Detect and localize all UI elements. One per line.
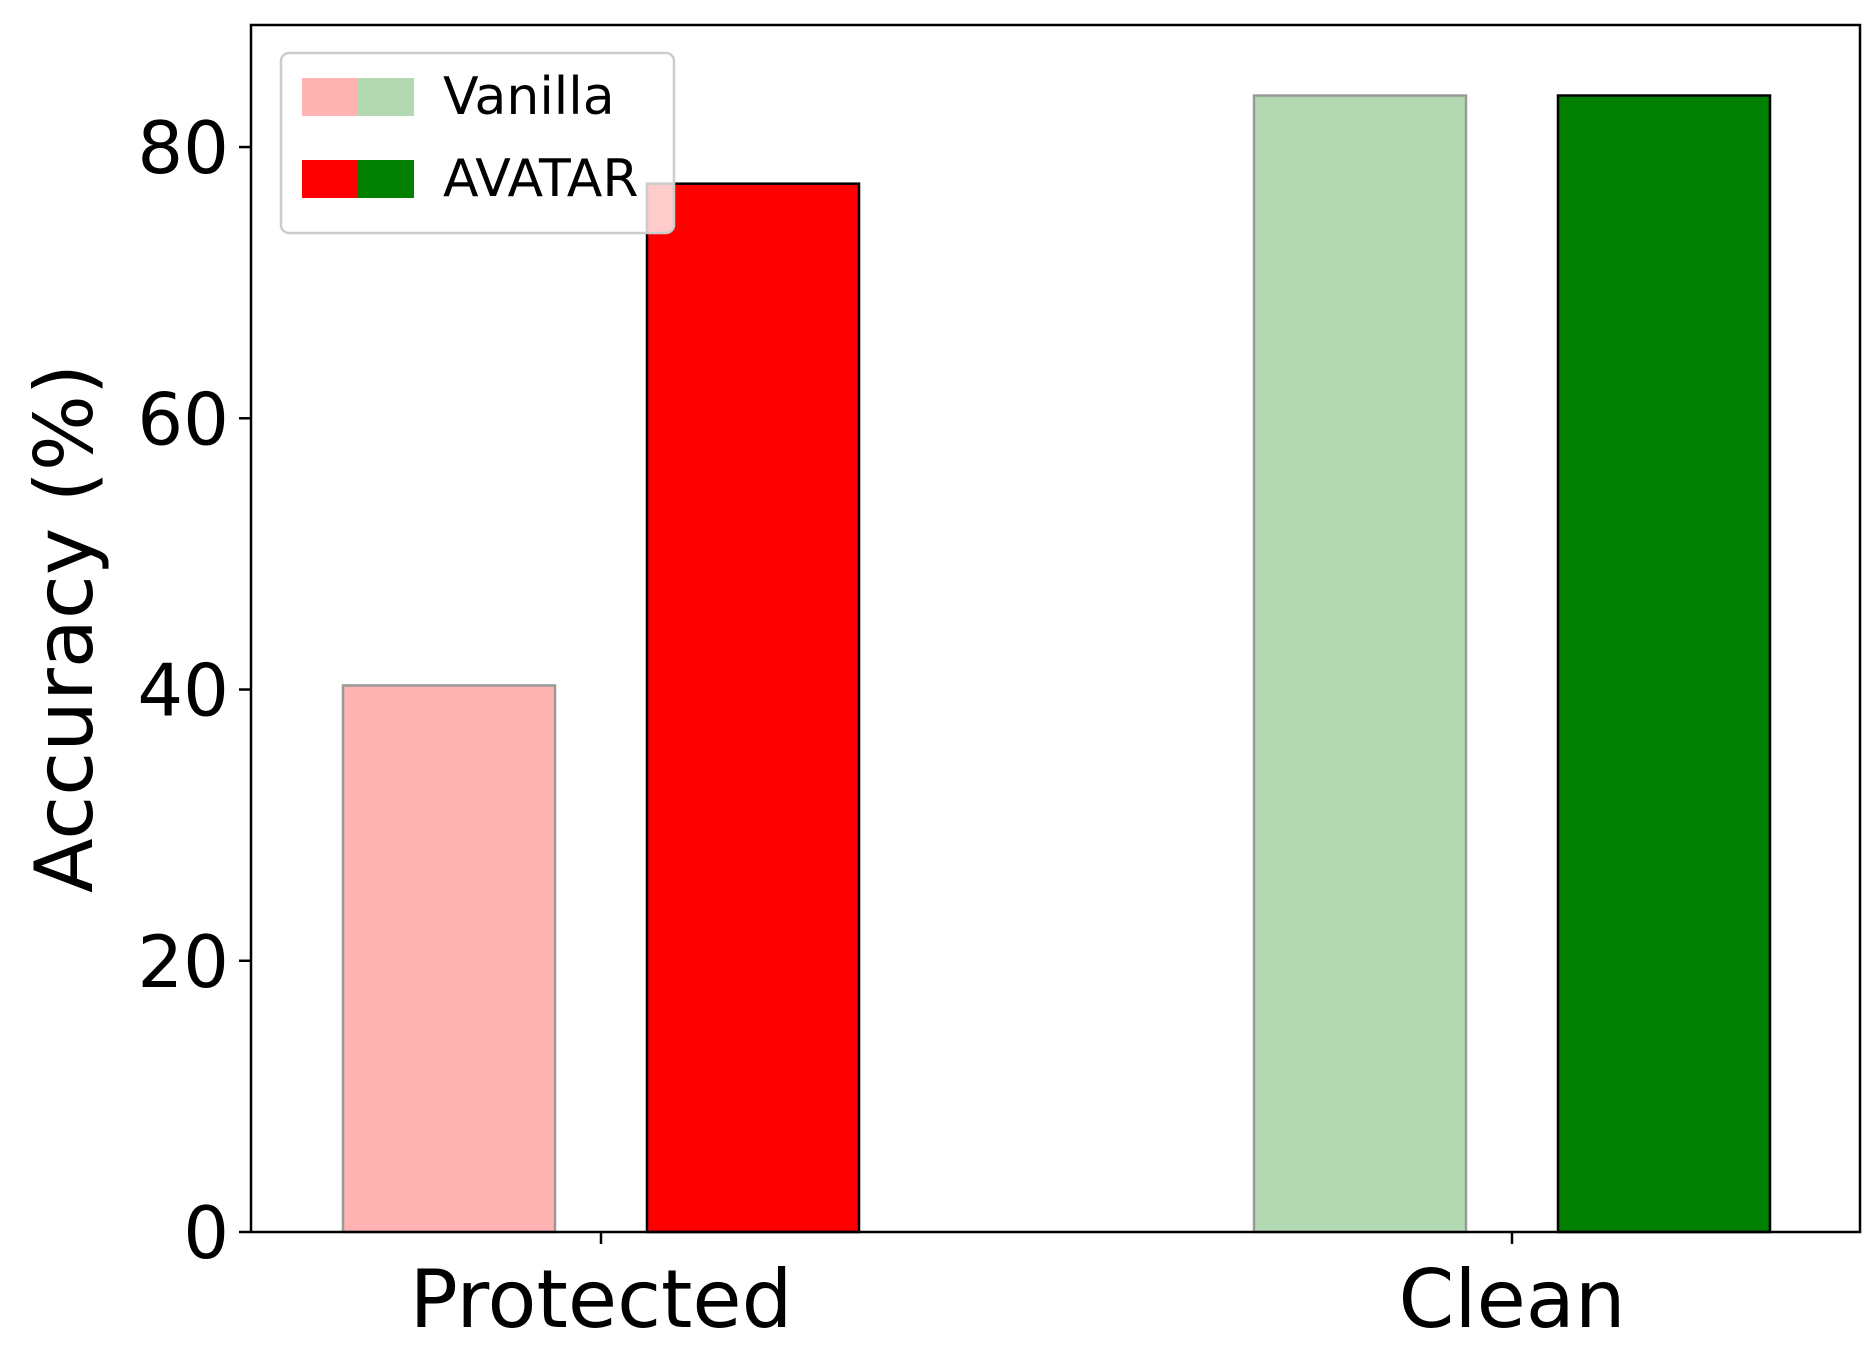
- y-tick-label: 60: [137, 377, 229, 461]
- plot-frame: [249, 23, 1862, 1234]
- legend-label-avatar: AVATAR: [443, 149, 638, 209]
- y-axis-ticks: 0 20 40 60 80: [137, 106, 251, 1275]
- legend-swatch-avatar: [302, 160, 358, 198]
- x-axis-ticks: Protected Clean: [410, 1232, 1626, 1346]
- legend-swatch-vanilla: [302, 78, 358, 116]
- legend-label-vanilla: Vanilla: [443, 67, 615, 127]
- x-tick-label: Clean: [1398, 1253, 1625, 1346]
- y-tick-label: 20: [137, 920, 229, 1004]
- y-tick-label: 40: [137, 649, 229, 733]
- y-axis-label: Accuracy (%): [18, 364, 111, 893]
- bars-layer: [341, 94, 1772, 1234]
- legend-swatch-vanilla: [358, 78, 414, 116]
- y-tick-label: 80: [137, 106, 229, 190]
- legend: Vanilla AVATAR: [279, 51, 676, 235]
- bar-avatar-clean: [1556, 94, 1772, 1234]
- bar-avatar-protected: [645, 182, 861, 1234]
- bar-vanilla-protected: [341, 684, 557, 1234]
- y-tick-label: 0: [183, 1191, 229, 1275]
- legend-swatch-avatar: [358, 160, 414, 198]
- x-tick-label: Protected: [410, 1253, 793, 1346]
- bar-vanilla-clean: [1252, 94, 1468, 1234]
